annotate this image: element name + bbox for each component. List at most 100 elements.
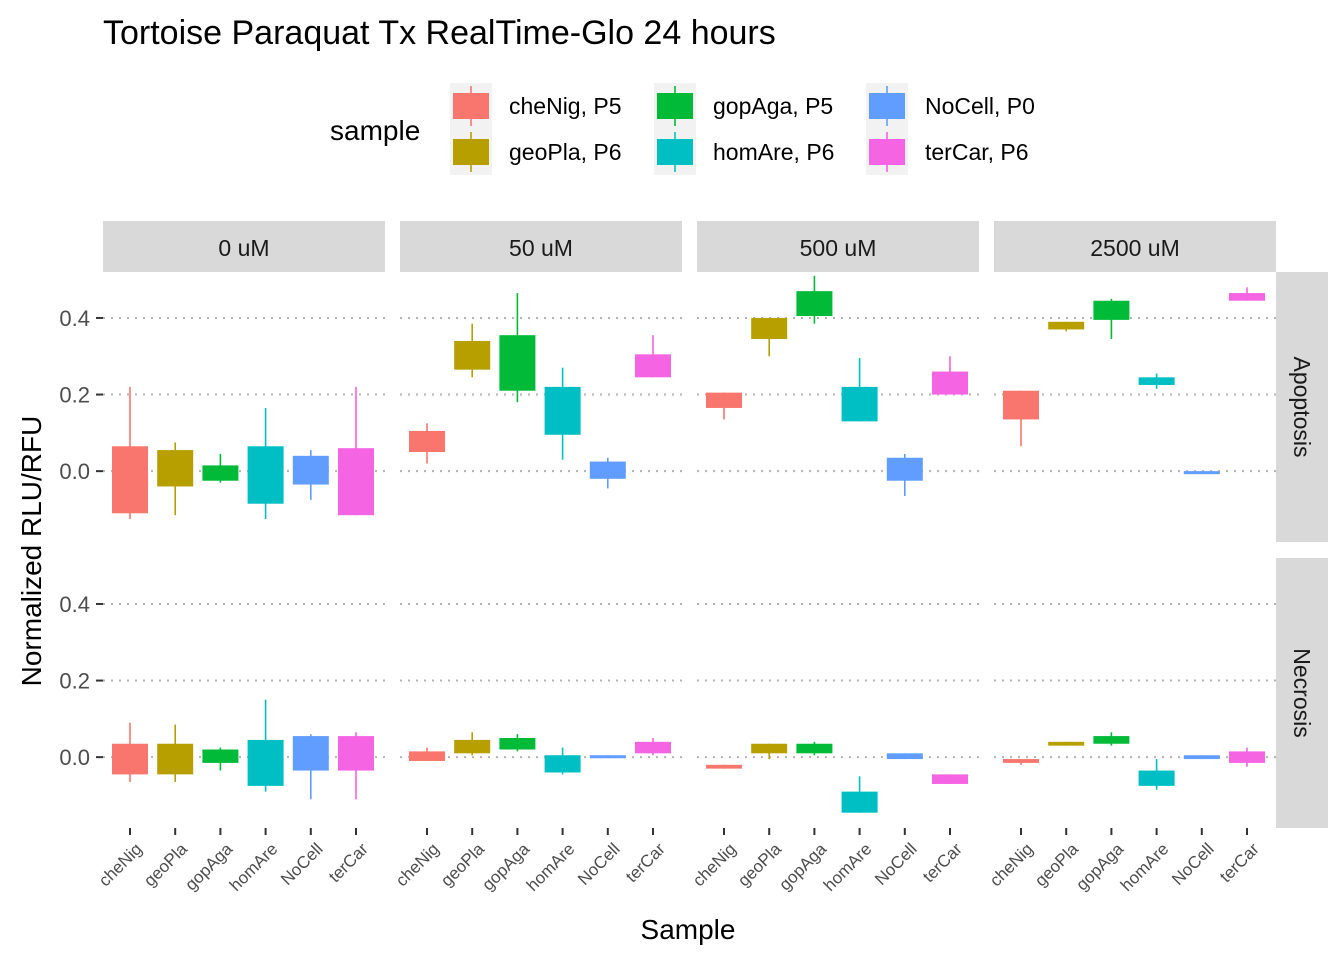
box: [1093, 736, 1130, 744]
box: [841, 386, 878, 422]
box: [499, 738, 536, 750]
box: [454, 340, 491, 370]
x-tick-label: NoCell: [1168, 839, 1218, 889]
box: [292, 455, 329, 485]
box: [1229, 293, 1265, 301]
legend-key-box: [869, 139, 905, 165]
box: [454, 739, 491, 754]
facet-panels: [103, 275, 1276, 813]
box: [751, 317, 788, 340]
box: [338, 448, 374, 516]
box: [338, 736, 374, 771]
panel-Necrosis-2500 uM: [994, 602, 1276, 790]
facet-row-strip-1: [1276, 558, 1328, 828]
box: [589, 755, 626, 759]
box: [751, 743, 788, 754]
x-axis-title: Sample: [641, 914, 736, 945]
y-tick-label: 0.4: [59, 592, 90, 617]
box: [112, 446, 148, 514]
y-tick-label: 0.2: [59, 669, 90, 694]
legend-label: terCar, P6: [925, 139, 1029, 165]
legend-key-box: [657, 93, 693, 119]
facet-strip-label: 0 uM: [218, 235, 269, 261]
box: [409, 751, 445, 761]
box: [796, 291, 833, 317]
facet-strip-label: 500 uM: [800, 235, 877, 261]
x-tick-label: terCar: [919, 839, 966, 886]
box: [706, 392, 742, 408]
legend-label: cheNig, P5: [509, 93, 622, 119]
x-tick-label: terCar: [1216, 839, 1263, 886]
box: [247, 446, 284, 504]
panel-Necrosis-0 uM: [103, 602, 385, 800]
x-tick-label: gopAga: [181, 839, 236, 894]
x-tick-label: homAre: [820, 839, 876, 895]
box: [1183, 755, 1220, 760]
box: [1183, 471, 1220, 475]
x-tick-label: NoCell: [574, 839, 624, 889]
box: [544, 755, 581, 773]
legend-label: gopAga, P5: [713, 93, 833, 119]
facet-strip-1: [400, 221, 682, 272]
box: [247, 739, 284, 786]
box: [1048, 321, 1085, 330]
box: [112, 743, 148, 775]
y-axis-title: Normalized RLU/RFU: [16, 416, 47, 687]
box: [796, 743, 833, 754]
box: [841, 791, 878, 813]
facet-row-strip-0: [1276, 272, 1328, 542]
box: [1229, 751, 1265, 763]
box: [292, 736, 329, 771]
box: [499, 335, 536, 391]
x-tick-label: homAre: [226, 839, 282, 895]
x-tick-label: cheNig: [95, 839, 146, 890]
legend-key-box: [869, 93, 905, 119]
box: [1048, 741, 1085, 746]
x-tick-label: gopAga: [1072, 839, 1127, 894]
box: [932, 774, 968, 784]
panel-Necrosis-500 uM: [697, 602, 979, 813]
panel-Apoptosis-0 uM: [103, 316, 385, 520]
x-tick-label: gopAga: [478, 839, 533, 894]
y-axes: 0.0 0.2 0.4 0.0 0.2 0.4: [59, 306, 103, 770]
x-tick-label: homAre: [523, 839, 579, 895]
facet-strip-label: 50 uM: [509, 235, 573, 261]
box: [886, 457, 923, 481]
legend-label: homAre, P6: [713, 139, 834, 165]
box: [635, 741, 671, 754]
legend-label: NoCell, P0: [925, 93, 1035, 119]
x-tick-label: homAre: [1117, 839, 1173, 895]
x-tick-label: terCar: [622, 839, 669, 886]
x-tick-label: NoCell: [871, 839, 921, 889]
box: [1138, 770, 1175, 786]
box: [1003, 390, 1039, 420]
box: [202, 465, 239, 481]
x-tick-label: cheNig: [986, 839, 1037, 890]
facet-row-strip-label: Necrosis: [1289, 648, 1315, 737]
y-tick-label: 0.4: [59, 306, 90, 331]
box: [157, 743, 194, 775]
legend-key-box: [453, 93, 489, 119]
box: [706, 764, 742, 769]
x-tick-label: cheNig: [689, 839, 740, 890]
facet-strip-label: 2500 uM: [1090, 235, 1180, 261]
box: [409, 430, 445, 452]
box: [635, 354, 671, 378]
panel-Apoptosis-50 uM: [400, 293, 682, 489]
y-tick-label: 0.2: [59, 383, 90, 408]
x-tick-label: terCar: [325, 839, 372, 886]
box: [157, 450, 194, 487]
legend-title: sample: [330, 115, 420, 146]
box: [1093, 300, 1130, 320]
facet-column-strips: 0 uM 50 uM 500 uM 2500 uM: [103, 221, 1276, 272]
box: [202, 749, 239, 763]
panel-Necrosis-50 uM: [400, 602, 682, 775]
legend-key-box: [453, 139, 489, 165]
facet-row-strip-label: Apoptosis: [1289, 356, 1315, 457]
panel-Apoptosis-2500 uM: [994, 287, 1276, 475]
x-tick-label: gopAga: [775, 839, 830, 894]
facet-strip-3: [994, 221, 1276, 272]
legend-label: geoPla, P6: [509, 139, 622, 165]
